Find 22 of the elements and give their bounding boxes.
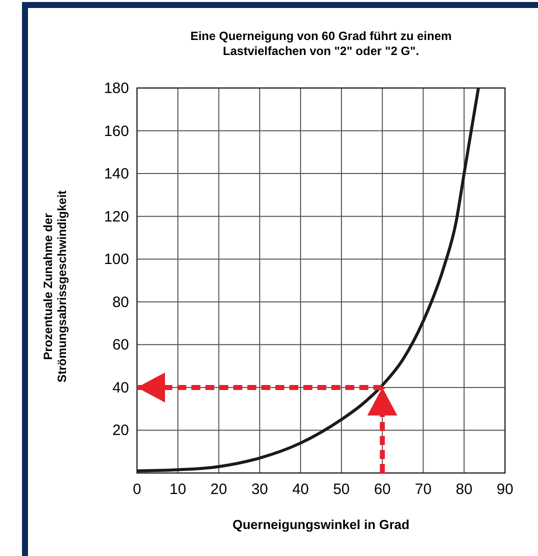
x-tick-label: 60	[374, 481, 391, 498]
y-tick-label: 20	[112, 422, 129, 440]
y-tick-label: 40	[112, 379, 129, 396]
x-tick-label: 30	[251, 481, 268, 498]
chart-title: Eine Querneigung von 60 Grad führt zu einem Lastvielfachen von "2" oder "2 G".	[190, 29, 452, 58]
y-tick-label: 140	[104, 166, 129, 183]
x-axis-title: Querneigungswinkel in Grad	[232, 517, 410, 532]
x-tick-label: 90	[496, 481, 514, 498]
y-tick-label: 120	[104, 208, 129, 226]
x-tick-label: 40	[292, 481, 309, 498]
x-tick-label: 10	[170, 481, 186, 498]
x-tick-label: 20	[210, 481, 228, 498]
y-tick-label: 160	[104, 122, 129, 140]
x-tick-label: 50	[333, 481, 350, 498]
y-tick-label: 100	[104, 251, 129, 268]
y-axis-title: Prozentuale Zunahme der Strömungsabrissgeschwindigkeit	[41, 190, 69, 383]
x-tick-label: 80	[456, 481, 472, 498]
y-tick-label: 180	[104, 80, 129, 97]
y-tick-label: 80	[112, 294, 129, 311]
x-tick-label: 0	[132, 481, 142, 498]
y-tick-label: 60	[112, 336, 129, 354]
x-tick-label: 70	[414, 481, 432, 498]
